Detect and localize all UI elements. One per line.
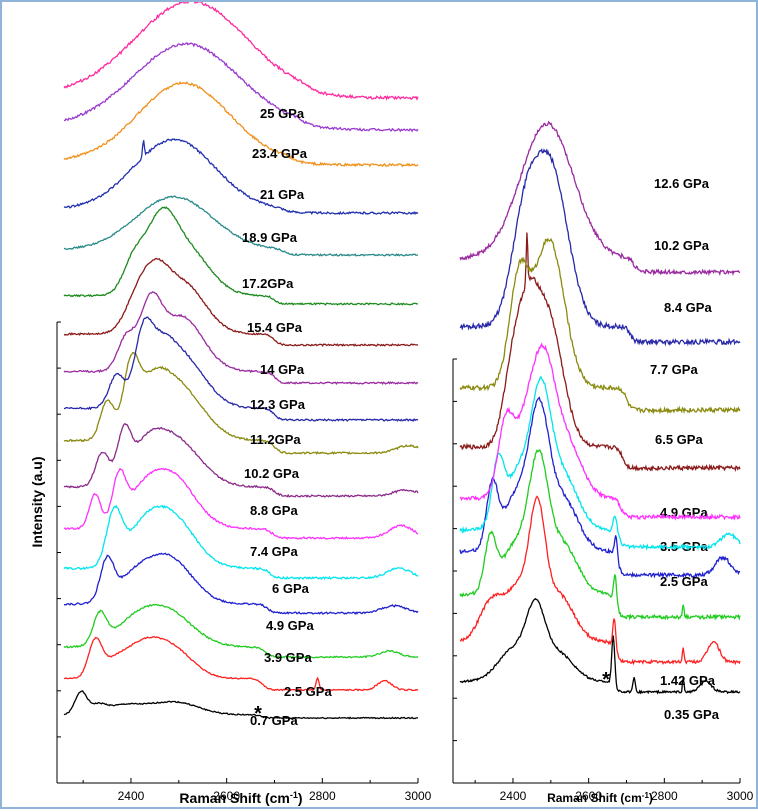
- series-line: [63, 422, 419, 498]
- x-axis-label: Raman Shift (cm-1): [547, 791, 653, 806]
- series-line: [459, 148, 741, 347]
- series-line: [63, 0, 419, 101]
- series-label: 21 GPa: [260, 187, 305, 202]
- series-label: 7.4 GPa: [250, 544, 298, 559]
- series-label: 10.2 GPa: [244, 466, 300, 481]
- series-label: 15.4 GPa: [247, 320, 303, 335]
- series-line: [459, 449, 741, 621]
- series-line: [459, 495, 741, 666]
- series-line: [63, 603, 419, 659]
- series-line: [63, 138, 419, 216]
- series-line: [63, 291, 419, 385]
- x-tick-label: 2400: [500, 789, 527, 803]
- series-label: 23.4 GPa: [252, 146, 308, 161]
- series-label: 3.9 GPa: [264, 650, 312, 665]
- x-tick-label: 2800: [309, 789, 336, 803]
- series-line: [63, 206, 419, 306]
- series-label: 0.35 GPa: [664, 707, 720, 722]
- series-label: 7.7 GPa: [650, 362, 698, 377]
- series-line: [63, 195, 419, 257]
- series-label: 17.2GPa: [242, 276, 294, 291]
- series-line: [63, 504, 419, 581]
- y-axis-label: Intensity (a.u): [29, 456, 45, 547]
- series-label: 18.9 GPa: [242, 230, 298, 245]
- series-line: [459, 396, 741, 579]
- asterisk-annotation: *: [254, 703, 262, 725]
- series-label: 25 GPa: [260, 106, 305, 121]
- x-tick-label: 3000: [405, 789, 432, 803]
- series-label: 12.3 GPa: [250, 397, 306, 412]
- series-label: 2.5 GPa: [284, 684, 332, 699]
- series-line: [63, 352, 419, 456]
- series-line: [459, 375, 741, 551]
- x-tick-label: 2600: [575, 789, 602, 803]
- series-label: 6 GPa: [272, 581, 310, 596]
- right-panel: 2400 2600 2800 3000 Raman Shift (cm-1) 0.35 G…: [452, 120, 754, 806]
- series-line: [64, 42, 419, 133]
- series-line: [459, 237, 741, 415]
- x-axis-label: Raman Shift (cm-1): [179, 790, 302, 806]
- series-line: [63, 316, 419, 422]
- series-label: 0.7 GPa: [250, 713, 298, 728]
- x-tick-label: 3000: [727, 789, 754, 803]
- series-label: 6.5 GPa: [655, 432, 703, 447]
- series-line: [63, 467, 419, 540]
- series-line: [459, 232, 741, 472]
- x-tick-label: 2800: [651, 789, 678, 803]
- series-label: 10.2 GPa: [654, 238, 710, 253]
- series-label: 8.8 GPa: [250, 503, 298, 518]
- left-panel: 2400 2600 2800 3000 Raman Shift (cm-1) Intens…: [29, 0, 432, 806]
- asterisk-annotation: *: [602, 669, 610, 691]
- series-label: 14 GPa: [260, 362, 305, 377]
- series-line: [64, 552, 419, 615]
- series-line: [63, 636, 419, 692]
- series-label: 12.6 GPa: [654, 176, 710, 191]
- series-line: [63, 80, 419, 168]
- x-tick-label: 2400: [118, 789, 145, 803]
- series-line: [63, 257, 419, 347]
- series-line: [459, 597, 741, 695]
- series-label: 1.42 GPa: [660, 673, 716, 688]
- series-label: 8.4 GPa: [664, 300, 712, 315]
- series-label: 11.2GPa: [250, 432, 301, 447]
- series-line: [459, 120, 741, 277]
- x-tick-label: 2600: [213, 789, 240, 803]
- series-line: [63, 690, 419, 720]
- series-label: 4.9 GPa: [266, 618, 314, 633]
- series-line: [459, 342, 741, 521]
